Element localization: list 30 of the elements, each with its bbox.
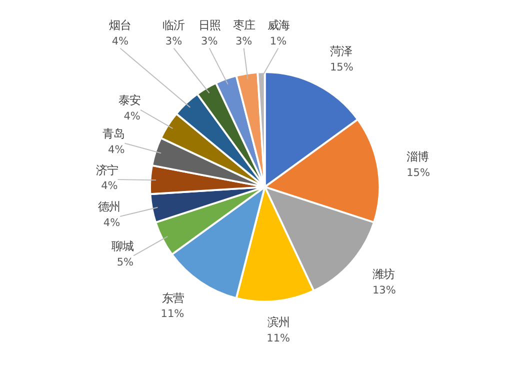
slice-label: 滨州 [267, 314, 290, 329]
data-label: 4% [103, 217, 120, 230]
slice-label: 烟台 [109, 18, 132, 32]
slice-label: 泰安 [118, 93, 140, 108]
slice-label: 枣庄 [232, 18, 255, 32]
data-label: 3% [201, 35, 218, 48]
slice-label: 威海 [267, 18, 290, 32]
slice-label: 临沂 [162, 18, 185, 32]
data-label: 4% [124, 110, 140, 122]
slice-label: 德州 [98, 200, 120, 214]
data-label: 1% [270, 35, 287, 48]
data-label: 4% [108, 144, 125, 156]
slice-label: 青岛 [102, 126, 125, 141]
data-label: 4% [101, 180, 118, 192]
data-label: 3% [235, 35, 252, 48]
slice-label: 淄博 [406, 150, 429, 164]
slice-label: 菏泽 [330, 44, 352, 58]
slice-label: 聊城 [112, 238, 134, 253]
slice-label: 东营 [162, 290, 184, 305]
data-label: 11% [160, 308, 184, 320]
data-label: 5% [116, 256, 134, 268]
data-label: 4% [112, 35, 129, 48]
data-label: 11% [266, 332, 290, 344]
data-label: 15% [330, 62, 354, 74]
slice-label: 潍坊 [372, 266, 394, 281]
data-label: 3% [165, 35, 182, 48]
slice-label: 济宁 [96, 162, 118, 177]
data-label: 15% [406, 166, 430, 179]
data-label: 13% [372, 284, 396, 296]
slice-label: 日照 [198, 18, 220, 32]
